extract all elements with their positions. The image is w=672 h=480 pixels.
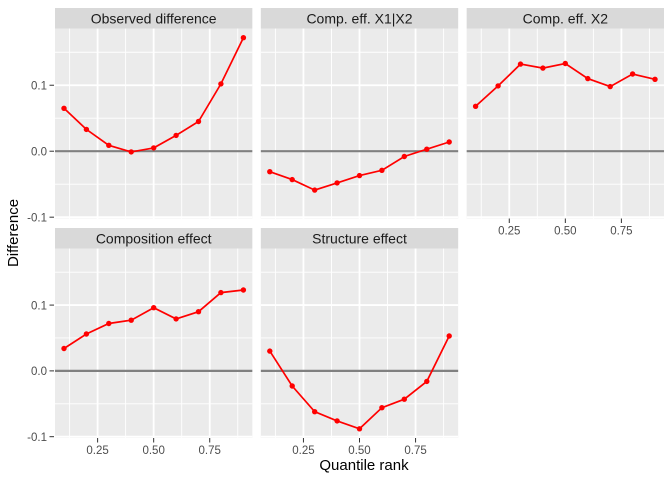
facet-strip xyxy=(55,228,253,249)
facet-strip-label: Comp. eff. X1|X2 xyxy=(306,10,412,26)
y-tick-label: 0.0 xyxy=(31,366,47,378)
x-tick-label: 0.50 xyxy=(348,445,370,457)
x-tick-label: 0.25 xyxy=(292,445,314,457)
data-point xyxy=(495,83,501,89)
facet-strip-label: Observed difference xyxy=(91,10,217,26)
data-point xyxy=(106,142,112,148)
data-point xyxy=(240,287,247,293)
facet-strip xyxy=(260,228,459,249)
data-point xyxy=(240,35,247,41)
data-point xyxy=(83,126,90,133)
data-point xyxy=(356,172,363,179)
data-point xyxy=(334,418,340,424)
data-point xyxy=(83,331,90,337)
data-point xyxy=(356,426,363,432)
x-tick-label: 0.25 xyxy=(498,226,520,238)
y-axis-title: Difference xyxy=(5,199,22,267)
data-point xyxy=(540,65,546,71)
x-tick-label: 0.75 xyxy=(610,226,632,238)
data-point xyxy=(128,149,134,155)
facet-strip xyxy=(466,8,664,29)
data-point xyxy=(379,405,385,411)
data-point xyxy=(195,118,202,125)
y-tick-label: -0.1 xyxy=(27,432,47,444)
data-point xyxy=(173,316,179,322)
data-point xyxy=(289,176,295,183)
data-point xyxy=(379,167,385,173)
data-point xyxy=(424,146,430,152)
data-point xyxy=(562,60,568,67)
data-point xyxy=(312,409,318,415)
data-point xyxy=(607,83,613,90)
data-point xyxy=(334,180,340,186)
data-point xyxy=(173,132,179,139)
data-point xyxy=(151,305,157,311)
y-tick-label: -0.1 xyxy=(27,212,47,224)
data-point xyxy=(585,75,591,82)
x-tick-label: 0.75 xyxy=(199,445,221,457)
facet-strip-label: Structure effect xyxy=(312,230,407,246)
y-tick-label: 0.1 xyxy=(31,80,47,92)
x-axis-title: Quantile rank xyxy=(319,457,409,474)
x-tick-label: 0.50 xyxy=(142,445,164,457)
data-point xyxy=(446,333,452,339)
data-point xyxy=(312,187,318,193)
data-point xyxy=(61,105,67,112)
data-point xyxy=(446,139,452,145)
data-point xyxy=(195,309,202,315)
data-point xyxy=(629,71,636,77)
data-point xyxy=(401,396,407,402)
data-point xyxy=(517,61,524,67)
data-point xyxy=(289,383,295,389)
data-point xyxy=(106,320,112,327)
data-point xyxy=(218,289,224,296)
y-tick-label: 0.0 xyxy=(31,146,47,158)
facet-strip xyxy=(55,8,253,29)
data-point xyxy=(218,81,224,87)
facet-strip-label: Composition effect xyxy=(96,230,212,246)
data-point xyxy=(61,345,67,352)
x-tick-label: 0.50 xyxy=(554,226,576,238)
data-point xyxy=(128,317,134,323)
data-point xyxy=(267,169,273,175)
data-point xyxy=(401,153,407,160)
facet-strip xyxy=(260,8,459,29)
facet-strip-label: Comp. eff. X2 xyxy=(523,10,609,26)
x-tick-label: 0.75 xyxy=(404,445,426,457)
data-point xyxy=(472,103,479,110)
data-point xyxy=(652,76,658,83)
data-point xyxy=(151,145,157,151)
x-tick-label: 0.25 xyxy=(86,445,108,457)
data-point xyxy=(267,348,273,354)
data-point xyxy=(424,378,430,385)
y-tick-label: 0.1 xyxy=(31,300,47,312)
